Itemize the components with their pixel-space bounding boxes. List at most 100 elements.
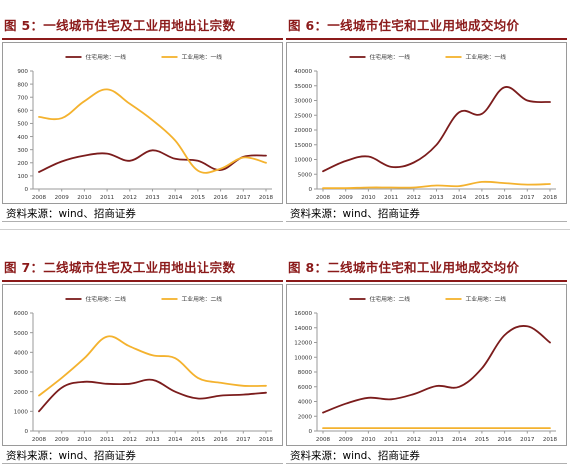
panel-fig5: 图 5：一线城市住宅及工业用地出让宗数 0 100 200 300 400 500 600 7… (2, 16, 285, 228)
y-tick-label: 12000 (294, 341, 312, 347)
chart-svg: 0 5000 10000 15000 20000 25000 30000 35000 40000… (294, 53, 558, 201)
y-tick-label: 0 (24, 187, 28, 193)
y-tick-label: 16000 (294, 311, 312, 317)
chart-title: 图 8：二线城市住宅和工业用地成交均价 (288, 260, 520, 275)
source-note: 资料来源：wind、招商证券 (290, 450, 420, 462)
x-tick-label: 2017 (236, 437, 251, 443)
title-rule (286, 38, 567, 40)
x-tick-label: 2018 (543, 195, 558, 201)
legend-label: 工业用地：一线 (466, 53, 507, 61)
panel-fig8: 图 8：二线城市住宅和工业用地成交均价 0 2000 4000 6000 8000 100… (286, 258, 569, 470)
legend-label: 住宅用地：二线 (86, 295, 127, 303)
y-tick-label: 10000 (294, 355, 312, 361)
chart-svg: 0 2000 4000 6000 8000 10000 12000 14000 16000 200… (294, 295, 557, 443)
y-tick-label: 4000 (14, 351, 29, 357)
chart-svg: 0 1000 2000 3000 4000 5000 6000 2008 2009 2010 201… (14, 295, 274, 443)
x-tick-label: 2008 (32, 195, 47, 201)
y-tick-label: 800 (17, 82, 28, 88)
x-tick-label: 2012 (123, 195, 137, 201)
title-rule (286, 280, 567, 282)
x-tick-label: 2013 (145, 195, 160, 201)
x-tick-label: 2014 (452, 195, 467, 201)
x-tick-label: 2012 (407, 195, 421, 201)
chart-fig7: 0 1000 2000 3000 4000 5000 6000 2008 2009 2010 201… (2, 284, 283, 446)
x-tick-label: 2016 (213, 437, 228, 443)
y-tick-label: 0 (308, 429, 312, 435)
legend-label: 住宅用地：二线 (370, 295, 411, 303)
source-rule (2, 221, 283, 222)
x-tick-label: 2015 (191, 195, 206, 201)
series-line (322, 180, 551, 190)
chart-title: 图 5：一线城市住宅及工业用地出让宗数 (4, 18, 236, 33)
source-note: 资料来源：wind、招商证券 (6, 450, 136, 462)
x-tick-label: 2012 (123, 437, 137, 443)
source-note: 资料来源：wind、招商证券 (6, 208, 136, 220)
y-tick-label: 700 (17, 95, 28, 101)
y-tick-label: 5000 (298, 172, 313, 178)
x-tick-label: 2008 (32, 437, 47, 443)
x-tick-label: 2017 (520, 437, 535, 443)
x-tick-label: 2011 (384, 195, 399, 201)
series-line (322, 325, 551, 414)
x-tick-label: 2016 (497, 195, 512, 201)
x-tick-label: 2013 (429, 195, 444, 201)
y-tick-label: 2000 (14, 390, 29, 396)
x-tick-label: 2013 (429, 437, 444, 443)
chart-svg: 0 100 200 300 400 500 600 700 800 900 2008 2009 2010… (17, 53, 273, 201)
x-tick-label: 2009 (339, 437, 354, 443)
y-tick-label: 500 (17, 122, 28, 128)
y-tick-label: 300 (17, 148, 28, 154)
x-tick-label: 2009 (55, 437, 70, 443)
y-tick-label: 5000 (14, 331, 29, 337)
x-tick-label: 2009 (55, 195, 70, 201)
chart-fig5: 0 100 200 300 400 500 600 700 800 900 2008 2009 2010… (2, 42, 283, 204)
title-rule (2, 38, 283, 40)
x-tick-label: 2008 (316, 437, 331, 443)
title-rule (2, 280, 283, 282)
x-tick-label: 2011 (100, 195, 115, 201)
legend-label: 工业用地：二线 (182, 295, 223, 303)
x-tick-label: 2018 (259, 437, 274, 443)
x-tick-label: 2010 (77, 195, 92, 201)
x-tick-label: 2011 (100, 437, 115, 443)
y-tick-label: 1000 (14, 410, 29, 416)
y-tick-label: 20000 (294, 128, 312, 134)
y-tick-label: 14000 (294, 326, 312, 332)
series-line (38, 88, 267, 174)
series-line (38, 378, 267, 413)
x-tick-label: 2015 (475, 195, 490, 201)
x-tick-label: 2008 (316, 195, 331, 201)
x-tick-label: 2016 (497, 437, 512, 443)
y-tick-label: 600 (17, 109, 28, 115)
x-tick-label: 2013 (145, 437, 160, 443)
y-tick-label: 4000 (298, 400, 313, 406)
legend-label: 工业用地：一线 (182, 53, 223, 61)
x-tick-label: 2017 (236, 195, 251, 201)
y-tick-label: 35000 (294, 84, 312, 90)
y-tick-label: 400 (17, 135, 28, 141)
y-tick-label: 25000 (294, 113, 312, 119)
series-line (322, 86, 551, 173)
y-tick-label: 40000 (294, 69, 312, 75)
chart-fig8: 0 2000 4000 6000 8000 10000 12000 14000 16000 200… (286, 284, 567, 446)
section-divider (0, 229, 570, 230)
x-tick-label: 2009 (339, 195, 354, 201)
x-tick-label: 2011 (384, 437, 399, 443)
series-line (38, 335, 267, 397)
y-tick-label: 6000 (298, 385, 313, 391)
y-tick-label: 0 (24, 429, 28, 435)
y-tick-label: 30000 (294, 99, 312, 105)
y-tick-label: 3000 (14, 370, 29, 376)
legend-label: 住宅用地：一线 (86, 53, 127, 61)
x-tick-label: 2012 (407, 437, 421, 443)
x-tick-label: 2014 (168, 437, 183, 443)
chart-title: 图 7：二线城市住宅及工业用地出让宗数 (4, 260, 236, 275)
x-tick-label: 2015 (475, 437, 490, 443)
chart-title: 图 6：一线城市住宅和工业用地成交均价 (288, 18, 520, 33)
y-tick-label: 100 (17, 174, 28, 180)
y-tick-label: 2000 (298, 414, 313, 420)
x-tick-label: 2010 (77, 437, 92, 443)
legend-label: 住宅用地：一线 (370, 53, 411, 61)
x-tick-label: 2015 (191, 437, 206, 443)
x-tick-label: 2010 (361, 437, 376, 443)
